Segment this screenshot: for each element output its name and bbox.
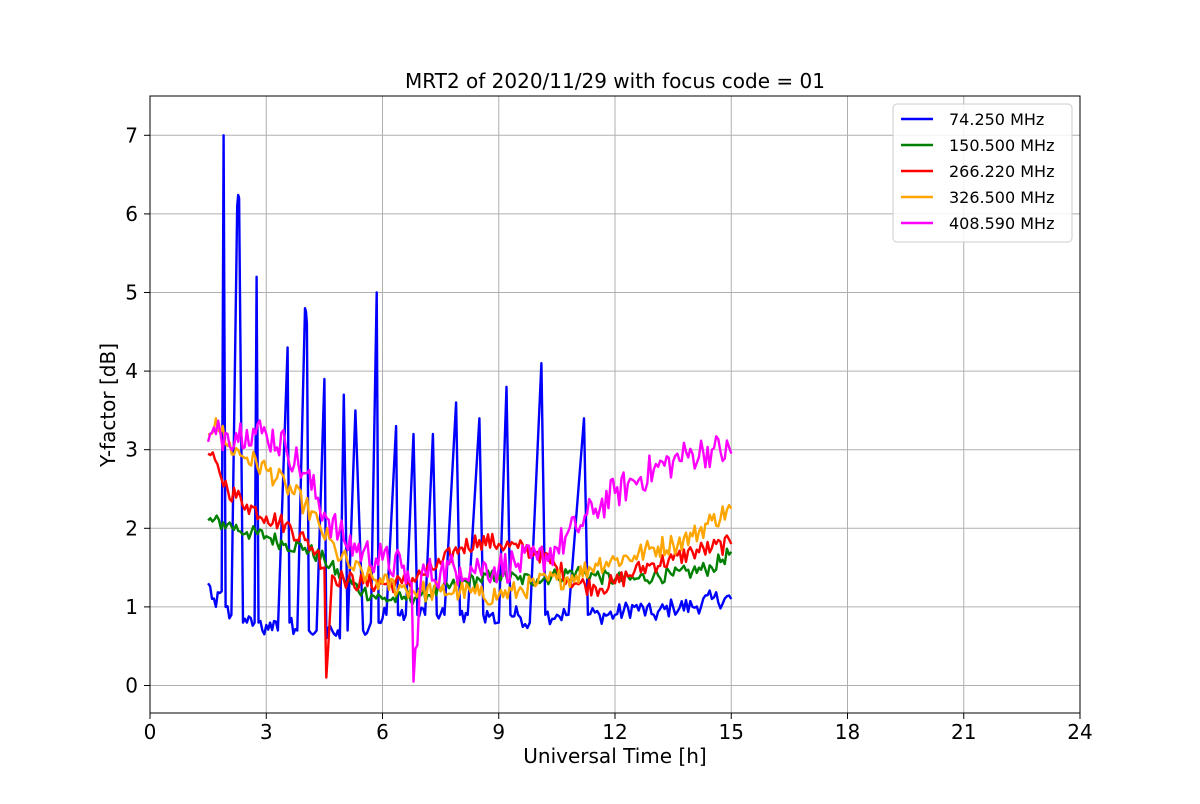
series-line <box>207 417 733 606</box>
y-tick-label: 0 <box>125 673 138 697</box>
y-axis-label: Y-factor [dB] <box>96 343 120 468</box>
x-tick-label: 3 <box>260 720 273 744</box>
legend: 74.250 MHz 150.500 MHz 266.220 MHz 326.500 … <box>892 103 1073 243</box>
x-axis-label: Universal Time [h] <box>523 744 706 768</box>
x-tick-label: 6 <box>376 720 389 744</box>
x-tick-label: 12 <box>602 720 627 744</box>
y-tick-label: 4 <box>125 359 138 383</box>
legend-label: 326.500 MHz <box>949 188 1054 207</box>
x-tick-label: 0 <box>144 720 157 744</box>
legend-label: 266.220 MHz <box>949 162 1054 181</box>
legend-label: 74.250 MHz <box>949 110 1044 129</box>
chart-title: MRT2 of 2020/11/29 with focus code = 01 <box>405 69 825 93</box>
y-tick-label: 2 <box>125 516 138 540</box>
x-tick-label: 15 <box>719 720 744 744</box>
y-tick-label: 3 <box>125 438 138 462</box>
x-tick-label: 18 <box>835 720 860 744</box>
series-line <box>207 514 733 606</box>
series-layer <box>206 134 733 683</box>
legend-box <box>892 103 1073 243</box>
series-line <box>206 419 733 683</box>
legend-label: 150.500 MHz <box>949 136 1054 155</box>
series-line <box>207 134 733 640</box>
legend-label: 408.590 MHz <box>949 214 1054 233</box>
y-tick-label: 5 <box>125 280 138 304</box>
y-tick-label: 6 <box>125 202 138 226</box>
x-tick-label: 9 <box>492 720 505 744</box>
series-line <box>207 451 733 679</box>
y-tick-label: 7 <box>125 123 138 147</box>
y-tick-label: 1 <box>125 595 138 619</box>
x-tick-label: 24 <box>1067 720 1092 744</box>
x-tick-label: 21 <box>951 720 976 744</box>
